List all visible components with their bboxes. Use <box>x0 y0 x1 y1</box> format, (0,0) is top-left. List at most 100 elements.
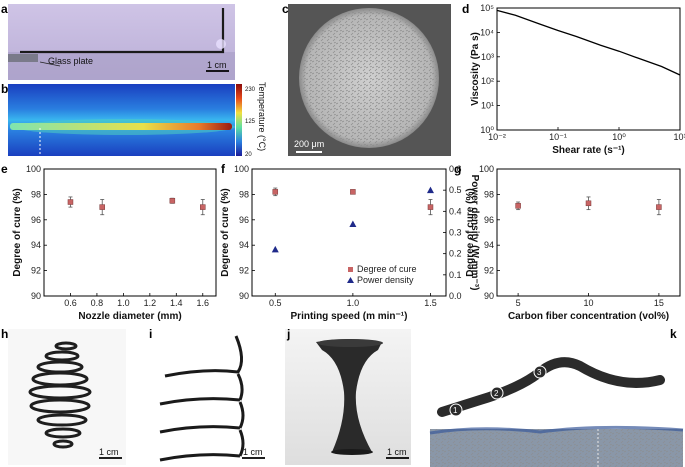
vase-rim <box>317 339 383 347</box>
panel-label-g: g <box>454 162 461 176</box>
plot-frame <box>496 7 681 131</box>
svg-text:3: 3 <box>537 368 542 377</box>
y-tick-label: 96 <box>31 215 41 225</box>
degree-of-cure-point <box>585 200 592 207</box>
panel-label-b: b <box>1 82 8 96</box>
y-axis-label: Viscosity (Pa s) <box>470 32 481 106</box>
y-axis-label: Degree of cure (%) <box>465 188 476 276</box>
y-tick-label: 10⁰ <box>480 125 494 135</box>
degree-of-cure-point <box>427 204 434 210</box>
y-tick-label: 96 <box>239 215 249 225</box>
y-tick-label: 90 <box>484 291 494 301</box>
y2-tick-label: 0.1 <box>449 270 462 280</box>
y-tick-label: 90 <box>31 291 41 301</box>
x-axis-label: Nozzle diameter (mm) <box>78 311 181 322</box>
x-tick-label: 10¹ <box>673 132 685 142</box>
panel-label-c: c <box>282 2 289 16</box>
x-tick-label: 10⁰ <box>612 132 626 142</box>
panel-d-chart: 10⁻² 10⁻¹ 10⁰ 10¹ 10⁰ 10¹ 10² 10³ 10⁴ 10⁵ Shear ra… <box>470 3 685 156</box>
panel-label-k: k <box>670 327 677 341</box>
thermal-hot-streak <box>10 123 232 130</box>
y-tick-label: 10² <box>481 76 494 86</box>
y-tick-label: 92 <box>239 266 249 276</box>
legend-swatch-cure <box>348 267 353 272</box>
panel-label-i: i <box>149 327 152 341</box>
y2-tick-label: 0.2 <box>449 249 462 259</box>
y-axis-label: Degree of cure (%) <box>12 188 23 276</box>
y-tick-label: 92 <box>484 266 494 276</box>
panel-h: 1 cm h <box>1 327 126 465</box>
panel-f-chart: 0.5 1.0 1.5 90 92 94 96 98 100 Printing speed (m … <box>220 164 480 322</box>
x-tick-label: 10⁻¹ <box>549 132 567 142</box>
y2-tick-label: 0.4 <box>449 206 462 216</box>
power-density-point <box>426 186 434 194</box>
panel-label-d: d <box>462 2 469 16</box>
y-tick-label: 98 <box>31 189 41 199</box>
degree-of-cure-point <box>200 204 206 210</box>
y-tick-label: 96 <box>484 215 494 225</box>
y-tick-label: 10⁵ <box>480 3 494 13</box>
x-tick-label: 1.5 <box>424 298 437 308</box>
panel-i: 1 cm i <box>148 327 266 465</box>
micrograph-surface-layer <box>429 425 684 435</box>
plot-frame <box>43 168 217 297</box>
panel-j: 1 cm j <box>285 327 411 465</box>
x-tick-label: 0.6 <box>64 298 77 308</box>
glass-plate-edge <box>8 54 38 62</box>
printed-curved-beam <box>437 357 665 417</box>
fiber-texture <box>301 10 437 146</box>
degree-of-cure-point <box>350 189 356 195</box>
y2-tick-label: 0.3 <box>449 228 462 238</box>
panel-c-scale-label: 200 μm <box>294 139 324 149</box>
x-tick-label: 1.0 <box>117 298 130 308</box>
beam-marker-2: 2 <box>490 386 504 400</box>
y-tick-label: 94 <box>31 240 41 250</box>
y-tick-label: 10³ <box>481 52 494 62</box>
panel-a: Glass plate 1 cm a <box>1 2 235 80</box>
plot-frame <box>496 168 681 297</box>
panel-g-chart: 5 10 15 90 92 94 96 98 100 Carbon fiber concentra… <box>465 164 681 322</box>
svg-text:1: 1 <box>453 406 458 415</box>
y-tick-label: 10¹ <box>481 101 494 111</box>
y2-axis-label: Power density (W mm⁻³) <box>469 175 480 291</box>
temperature-colorbar <box>236 84 242 156</box>
y-tick-label: 94 <box>239 240 249 250</box>
colorbar-tick-high: 230 <box>245 87 256 93</box>
x-tick-label: 10⁻² <box>488 132 506 142</box>
colorbar-label: Temperature (°C) <box>257 82 267 151</box>
x-axis-label: Carbon fiber concentration (vol%) <box>508 311 669 322</box>
y-tick-label: 90 <box>239 291 249 301</box>
y2-tick-label: 0.0 <box>449 291 462 301</box>
degree-of-cure-point <box>272 189 279 195</box>
y-tick-label: 10⁴ <box>480 27 494 37</box>
viscosity-curve <box>496 9 681 76</box>
y-tick-label: 98 <box>484 189 494 199</box>
printed-vase <box>316 339 382 452</box>
degree-of-cure-point <box>169 198 176 204</box>
x-tick-label: 10 <box>583 298 593 308</box>
x-axis-label: Printing speed (m min⁻¹) <box>291 311 408 322</box>
y-tick-label: 100 <box>234 164 249 174</box>
panel-label-a: a <box>1 2 8 16</box>
legend-swatch-power <box>347 277 354 283</box>
y-tick-label: 100 <box>26 164 41 174</box>
panel-label-f: f <box>221 162 226 176</box>
panel-label-e: e <box>1 162 8 176</box>
nozzle-glow <box>216 39 226 49</box>
x-tick-label: 1.0 <box>347 298 360 308</box>
panel-k: 1 2 3 k <box>429 327 684 467</box>
x-tick-label: 1.4 <box>170 298 183 308</box>
panel-a-plate-shadow <box>8 52 235 80</box>
x-tick-label: 15 <box>654 298 664 308</box>
y-tick-label: 94 <box>484 240 494 250</box>
legend-label-power: Power density <box>357 275 414 285</box>
y2-tick-label: 0.6 <box>449 164 462 174</box>
degree-of-cure-point <box>99 204 105 210</box>
panel-e-chart: 0.6 0.8 1.0 1.2 1.4 1.6 90 92 94 96 98 100 Nozzle di… <box>12 164 217 322</box>
panel-h-scale-label: 1 cm <box>99 447 119 457</box>
plot-frame <box>251 168 447 297</box>
power-density-point <box>271 245 279 253</box>
vase-base <box>331 449 373 455</box>
beam-marker-3: 3 <box>533 365 547 379</box>
